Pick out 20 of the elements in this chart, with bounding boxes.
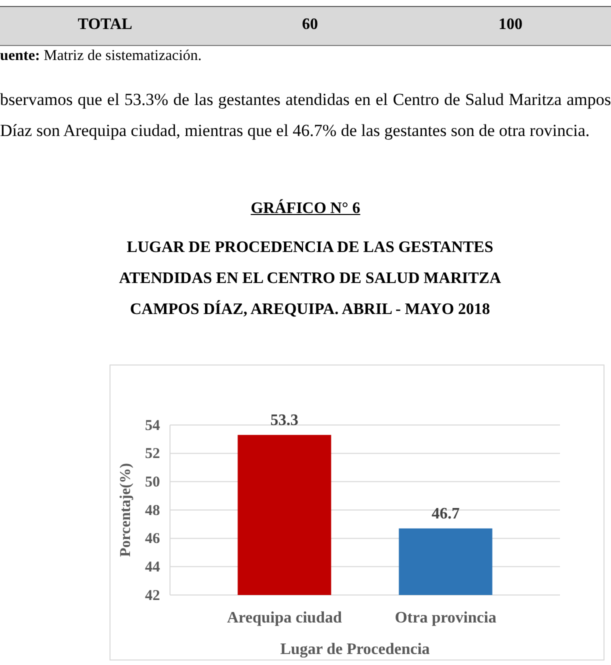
x-tick-label: Otra provincia	[394, 609, 496, 626]
y-tick-label: 42	[145, 588, 160, 604]
chart-subtitle: LUGAR DE PROCEDENCIA DE LAS GESTANTES ATENDIDAS EN EL CENTRO DE SALUD MARITZA CAMPOS DÍAZ, AREQUIPA. ABRIL - MAYO 2018	[118, 238, 502, 320]
y-tick-label: 46	[145, 531, 160, 548]
data-label: 46.7	[432, 505, 460, 522]
y-tick-label: 54	[145, 418, 160, 434]
text: 100	[498, 16, 524, 34]
y-tick-label: 52	[145, 446, 160, 462]
x-tick-label: Arequipa ciudad	[226, 609, 342, 626]
x-axis-title: Lugar de Procedencia	[280, 641, 430, 658]
y-tick-label: 50	[145, 474, 160, 490]
chart-title: GRÁFICO N° 6	[250, 200, 362, 218]
text: bservamos que el 53.3% de las gestantes atendidas en el Centro de Salud Maritza ampos Díaz son Arequipa ciudad, mientras que el 46.7% de las gestantes son de otra rovincia.	[0, 89, 611, 142]
data-label: 53.3	[270, 412, 298, 429]
text: TOTAL	[76, 16, 134, 34]
text: 60	[301, 16, 319, 34]
text: uente: Matriz de sistematización.	[0, 48, 202, 64]
y-axis-title: Porcentaje(%)	[118, 463, 134, 557]
y-tick-label: 44	[145, 559, 160, 576]
y-tick-label: 48	[145, 502, 160, 519]
